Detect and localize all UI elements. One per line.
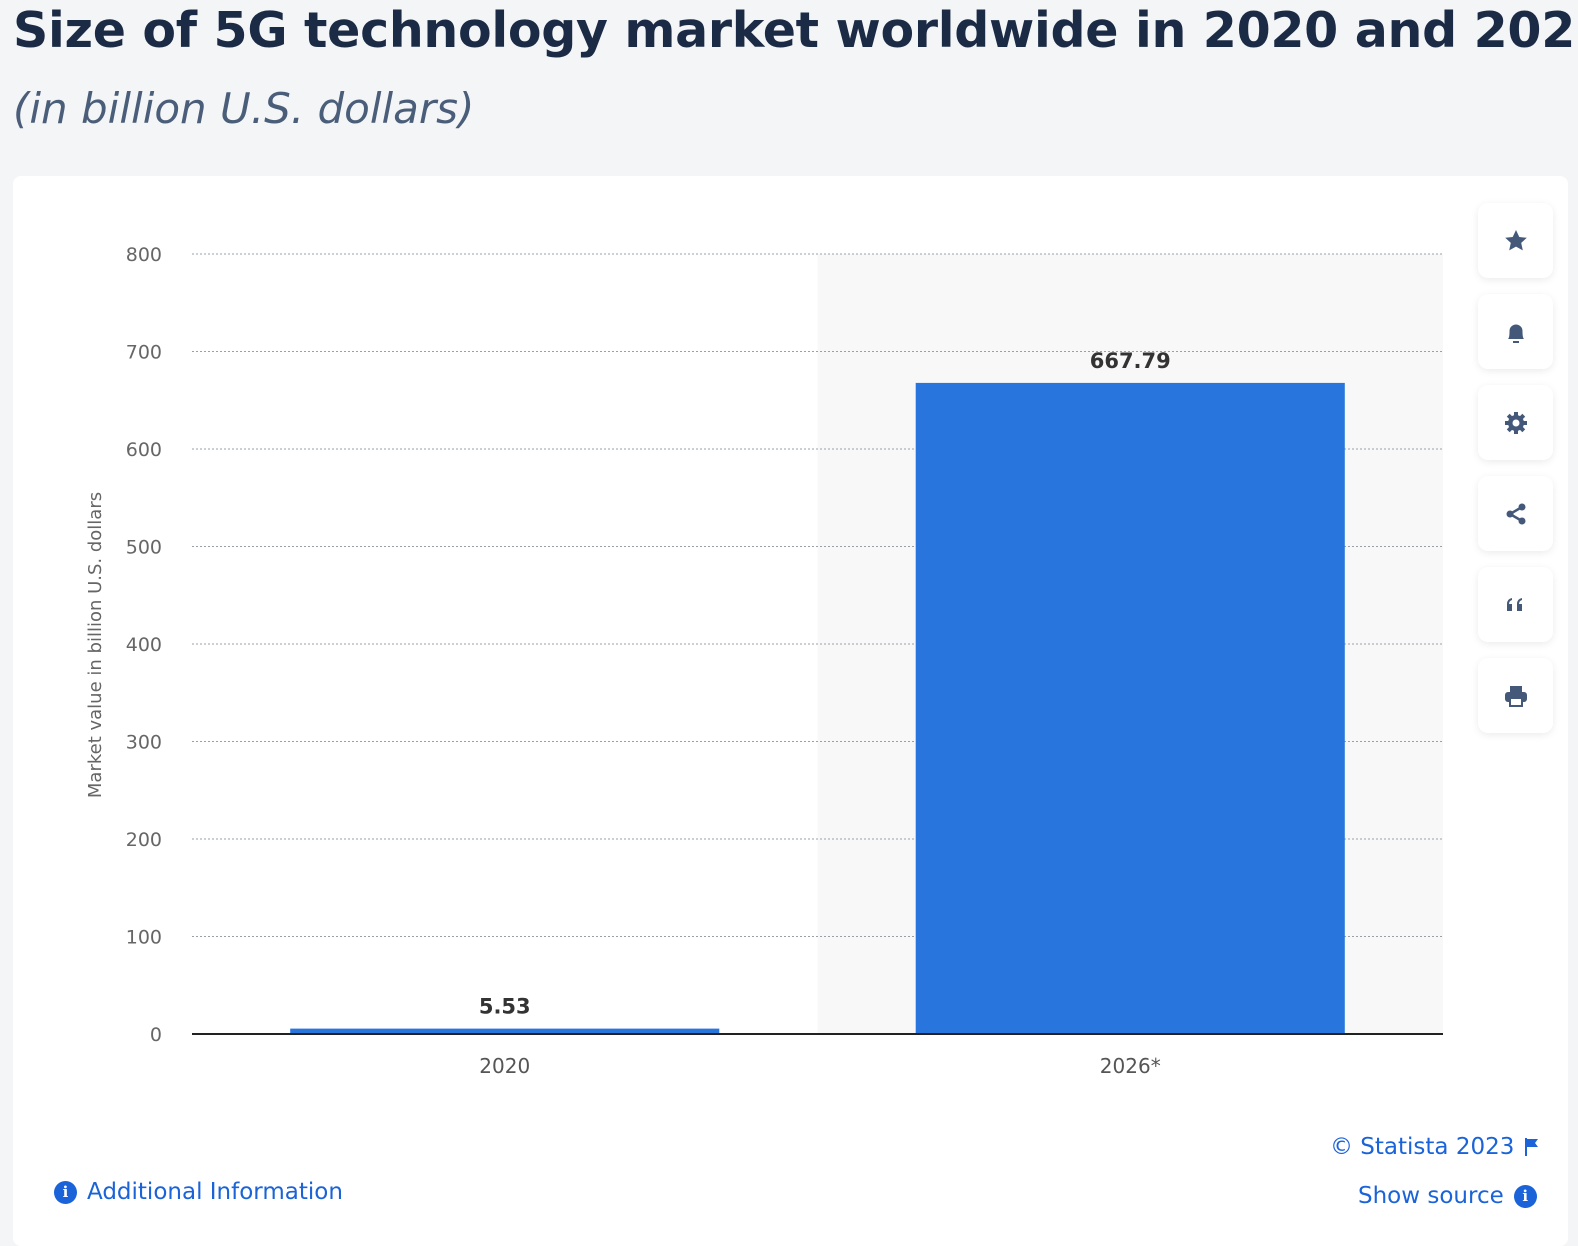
- print-button[interactable]: [1478, 658, 1553, 733]
- data-label: 667.79: [1090, 349, 1171, 373]
- gear-icon: [1504, 411, 1527, 434]
- info-icon: i: [54, 1180, 77, 1204]
- y-axis-label: Market value in billion U.S. dollars: [85, 492, 106, 798]
- chart-title: Size of 5G technology market worldwide i…: [13, 2, 1578, 59]
- share-icon: [1506, 503, 1525, 524]
- additional-info-text: Additional Information: [87, 1179, 343, 1205]
- notification-button[interactable]: [1478, 294, 1553, 369]
- show-source-text: Show source: [1358, 1183, 1504, 1209]
- y-tick-label: 200: [126, 829, 162, 851]
- y-tick-label: 100: [126, 927, 162, 949]
- favorite-button[interactable]: [1478, 203, 1553, 278]
- cite-button[interactable]: [1478, 567, 1553, 642]
- show-source-link[interactable]: Show source i: [1358, 1183, 1537, 1209]
- settings-button[interactable]: [1478, 385, 1553, 460]
- bar-2020: [290, 1028, 720, 1034]
- additional-information-link[interactable]: i Additional Information: [54, 1179, 343, 1205]
- bar-2026: [915, 382, 1345, 1034]
- share-button[interactable]: [1478, 476, 1553, 551]
- y-tick-label: 400: [126, 634, 162, 656]
- bell-icon: [1507, 324, 1524, 343]
- star-icon: [1504, 229, 1527, 250]
- print-icon: [1504, 685, 1527, 707]
- data-label: 5.53: [479, 995, 531, 1019]
- x-tick-label: 2026*: [1100, 1054, 1161, 1078]
- y-tick-label: 0: [150, 1024, 162, 1046]
- quote-icon: [1506, 597, 1522, 611]
- chart-subtitle: (in billion U.S. dollars): [13, 84, 475, 133]
- flag-icon: [1525, 1138, 1539, 1156]
- y-tick-label: 800: [126, 244, 162, 266]
- info-icon: i: [1513, 1184, 1537, 1208]
- y-tick-label: 600: [126, 439, 162, 461]
- x-tick-label: 2020: [479, 1054, 530, 1078]
- copyright-text: © Statista 2023: [1330, 1134, 1515, 1160]
- y-tick-label: 700: [126, 342, 162, 364]
- statista-copyright-link[interactable]: © Statista 2023: [1330, 1134, 1540, 1160]
- y-tick-label: 500: [126, 537, 162, 559]
- y-tick-label: 300: [126, 732, 162, 754]
